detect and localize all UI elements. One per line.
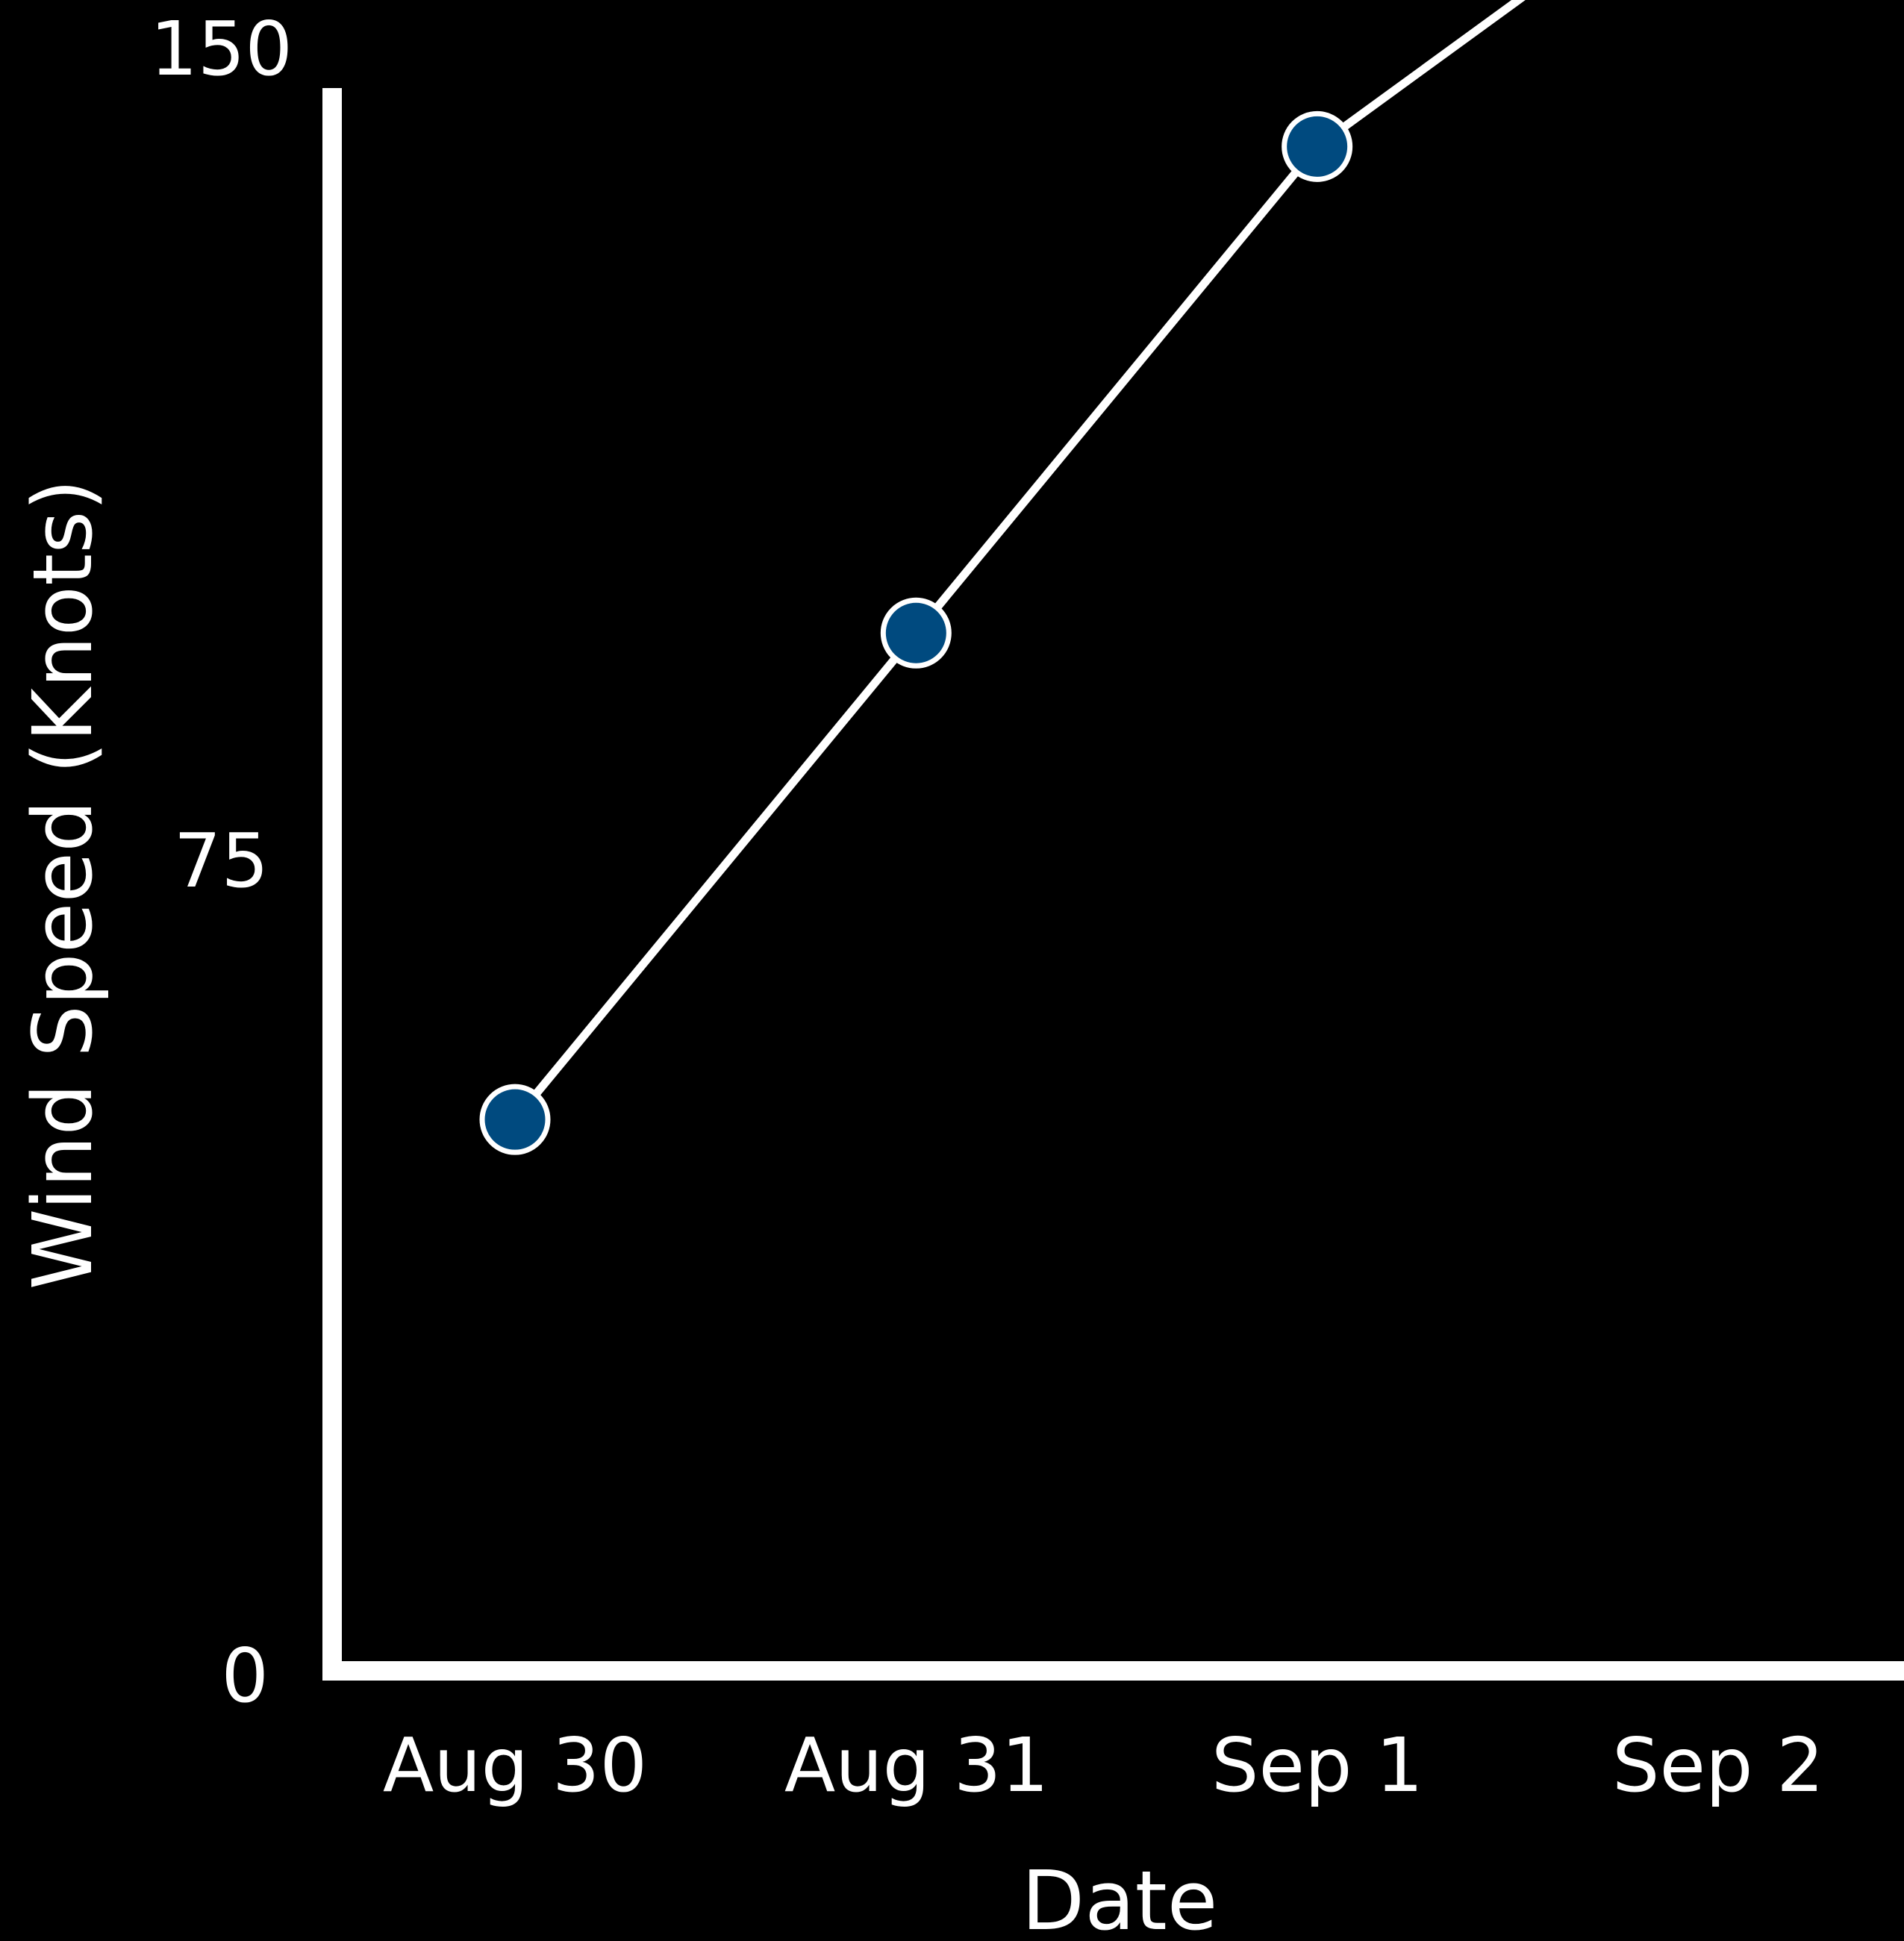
data-point-sep-1 [1282, 110, 1353, 182]
y-tick-label-0: 0 [221, 1632, 269, 1719]
x-tick-label-aug-31: Aug 31 [784, 1722, 1049, 1809]
plot-area [479, 0, 1526, 1155]
x-tick-label-sep-1: Sep 1 [1211, 1722, 1423, 1809]
series-line [511, 0, 1526, 1122]
y-tick-label-75: 75 [174, 817, 269, 904]
x-axis-title: Date [1022, 1853, 1218, 1941]
x-tick-label-aug-30: Aug 30 [383, 1722, 647, 1809]
x-axis-tick-labels: Aug 30 Aug 31 Sep 1 Sep 2 [383, 1722, 1824, 1809]
data-point-aug-30 [479, 1084, 551, 1155]
y-axis-title: Wind Speed (Knots) [15, 479, 110, 1290]
x-tick-label-sep-2: Sep 2 [1612, 1722, 1824, 1809]
y-axis-tick-labels: 150 75 0 [150, 5, 293, 1719]
y-tick-label-150: 150 [150, 5, 293, 93]
data-point-aug-31 [880, 597, 952, 669]
